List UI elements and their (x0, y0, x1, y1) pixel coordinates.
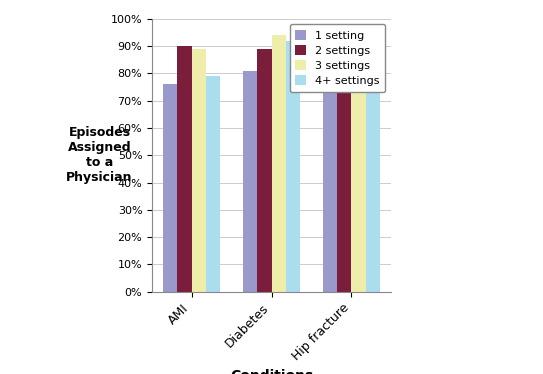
Bar (243, 71, 257, 292)
Bar (163, 84, 177, 292)
Bar (206, 76, 220, 292)
Y-axis label: Episodes
Assigned
to a
Physician: Episodes Assigned to a Physician (66, 126, 132, 184)
Bar (337, 35, 351, 292)
X-axis label: Conditions: Conditions (230, 369, 313, 374)
Bar (366, 30, 380, 292)
Bar (272, 35, 286, 292)
Bar (177, 46, 192, 292)
Bar (257, 49, 272, 292)
Bar (323, 68, 337, 292)
Bar (192, 49, 206, 292)
Bar (286, 40, 300, 292)
Bar (351, 27, 366, 292)
Legend: 1 setting, 2 settings, 3 settings, 4+ settings: 1 setting, 2 settings, 3 settings, 4+ se… (290, 24, 386, 92)
